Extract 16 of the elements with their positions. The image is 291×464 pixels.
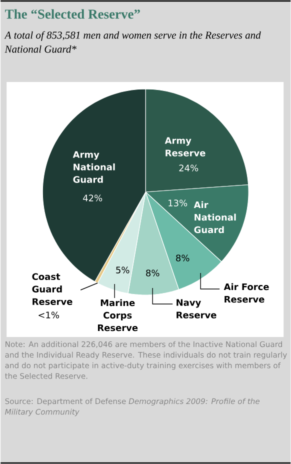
- data-label: 24%: [179, 164, 198, 172]
- slice-label: Army Reserve: [164, 137, 206, 156]
- data-label: 8%: [146, 270, 160, 276]
- slice-label: Army National Guard: [72, 151, 115, 183]
- slice-label: Navy Reserve: [176, 299, 216, 318]
- slice-label: Coast Guard Reserve: [32, 273, 72, 305]
- chart-subtitle: A total of 853,581 men and women serve in the Reserves and National Guard*: [4, 31, 261, 53]
- data-label: <1%: [38, 312, 59, 318]
- slice-label: Air National Guard: [194, 201, 236, 234]
- data-label: 5%: [116, 266, 130, 274]
- slice-label: Marine Corps Reserve: [98, 299, 138, 332]
- data-label: 42%: [82, 194, 102, 202]
- data-label: 13%: [168, 200, 188, 206]
- data-label: 8%: [176, 254, 190, 262]
- chart-title: The “Selected Reserve”: [4, 9, 140, 19]
- slice-label: Air Force Reserve: [224, 283, 269, 303]
